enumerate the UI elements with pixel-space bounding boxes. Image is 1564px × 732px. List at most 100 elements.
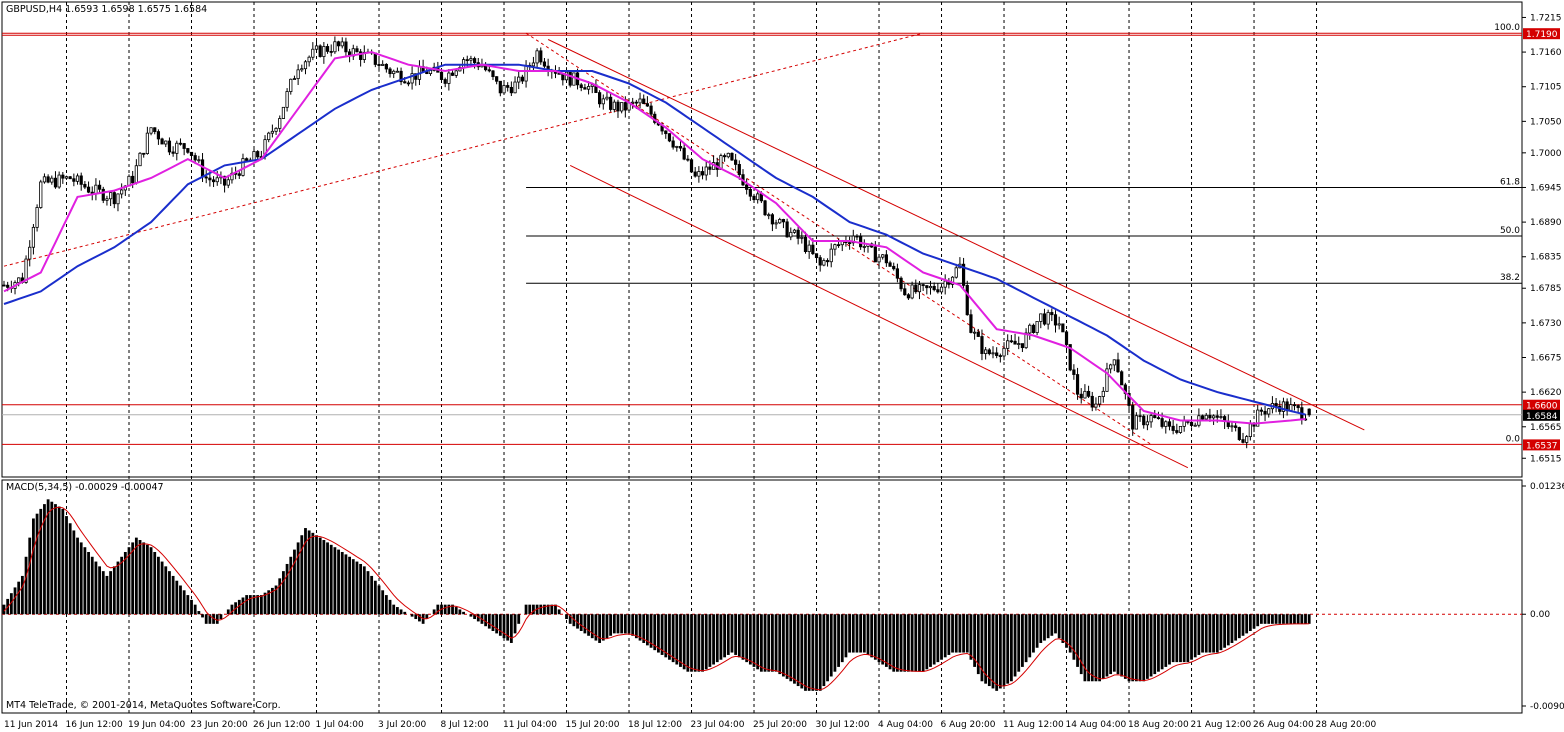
macd-bar — [844, 614, 848, 658]
candle — [1035, 321, 1039, 336]
candle — [973, 328, 977, 340]
macd-bar — [1256, 614, 1260, 627]
x-tick-label: 11 Jun 2014 — [4, 720, 58, 730]
candle-body — [1175, 430, 1179, 433]
macd-bar — [1146, 614, 1149, 679]
macd-bar — [631, 614, 635, 636]
candle-body — [17, 277, 21, 283]
candle-body — [509, 86, 513, 94]
macd-bar — [1212, 614, 1215, 653]
candle — [1164, 420, 1168, 434]
macd-bar — [748, 614, 752, 665]
candle-body — [1292, 404, 1297, 407]
macd-bar — [1149, 614, 1153, 677]
candle-body — [447, 72, 451, 84]
candle — [1241, 432, 1245, 444]
candle — [377, 57, 381, 72]
moving-averages — [3, 51, 1306, 425]
macd-bar — [138, 540, 142, 615]
candle-body — [612, 101, 616, 110]
candle-body — [730, 152, 734, 161]
candle — [1230, 421, 1234, 432]
macd-bar — [377, 585, 381, 615]
candle — [1167, 418, 1172, 431]
candle — [631, 97, 635, 109]
macd-bar — [995, 614, 999, 691]
price-axis: 1.7190 1.6600 1.6537 1.6584 1.7215 1.7160 1.71… — [1522, 13, 1562, 464]
candle-body — [1061, 323, 1065, 333]
candle — [748, 187, 752, 201]
candle-body — [1057, 323, 1061, 326]
candle — [1234, 422, 1238, 432]
candle-body — [186, 148, 190, 153]
candle — [325, 43, 330, 54]
candle — [491, 70, 495, 81]
candle-body — [664, 130, 668, 135]
candle — [899, 276, 903, 292]
candle — [675, 145, 679, 152]
candle-body — [998, 355, 1002, 357]
candle-body — [355, 48, 359, 53]
level-price-label: 1.6537 — [1526, 441, 1558, 451]
candle-body — [1281, 401, 1286, 412]
candle-body — [903, 288, 907, 296]
macd-bar — [326, 542, 329, 615]
candle — [278, 115, 282, 133]
macd-bar — [491, 614, 495, 631]
macd-bar — [337, 549, 340, 615]
candle-body — [322, 46, 326, 57]
macd-bar — [1134, 614, 1138, 682]
macd-bar — [1226, 614, 1230, 646]
candle — [1175, 423, 1179, 435]
macd-bar — [737, 614, 741, 658]
macd-bar — [333, 547, 337, 615]
candle — [314, 39, 319, 53]
candle-body — [1171, 425, 1175, 431]
macd-bar — [969, 614, 973, 660]
candle — [664, 130, 668, 139]
macd-bar — [873, 614, 877, 660]
candle — [1057, 316, 1061, 330]
candle — [1028, 323, 1032, 340]
candle — [991, 346, 995, 359]
candle — [800, 231, 804, 244]
macd-bar — [414, 614, 418, 620]
macd-bar — [57, 506, 61, 615]
candle-body — [917, 284, 922, 293]
x-tick-label: 26 Aug 04:00 — [1253, 720, 1314, 730]
macd-bar — [476, 614, 480, 622]
macd-bar — [877, 614, 881, 663]
macd-bar — [1193, 614, 1197, 658]
candle — [1138, 408, 1142, 422]
candle-body — [487, 69, 491, 72]
macd-bar — [1304, 614, 1307, 624]
macd-bar — [46, 499, 50, 615]
macd-bar — [664, 614, 668, 658]
macd-bar — [1101, 614, 1105, 679]
candle-body — [1204, 414, 1208, 420]
candle — [274, 127, 278, 135]
macd-bar — [668, 614, 671, 660]
macd-bar — [230, 604, 234, 615]
candle-body — [285, 91, 289, 108]
candle-body — [542, 61, 547, 67]
candle — [270, 124, 274, 138]
candle — [881, 254, 885, 260]
candle-body — [211, 179, 216, 183]
candle-body — [726, 152, 730, 158]
macd-bar — [94, 561, 98, 615]
candle — [35, 204, 39, 232]
macd-bar — [1190, 614, 1193, 660]
macd-bar — [991, 614, 995, 689]
candle-body — [752, 195, 756, 201]
macd-bar — [605, 614, 609, 639]
candle-body — [112, 192, 116, 205]
macd-bar — [1160, 614, 1164, 670]
price-pane-frame — [1, 1, 1523, 478]
candle-body — [303, 61, 308, 70]
candle — [28, 240, 32, 267]
candle — [1053, 310, 1058, 333]
macd-histogram — [2, 499, 1522, 691]
macd-bar — [201, 614, 204, 618]
